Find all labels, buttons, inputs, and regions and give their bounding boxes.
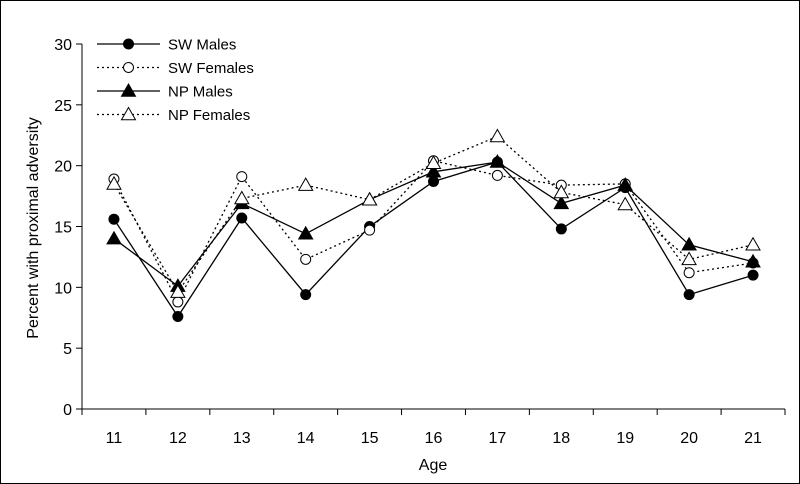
axes: 0 5 10 15 20 25 30 11 12 13 14 15 16 17 18 19 20 21 — [54, 37, 786, 447]
data-point-np-females — [170, 284, 186, 298]
data-point-np-females — [489, 128, 506, 143]
data-point-np-males — [425, 163, 442, 178]
x-axis-title: Age — [419, 457, 448, 474]
data-point-np-females — [361, 191, 378, 206]
data-point-sw-females — [172, 296, 184, 308]
data-point-sw-males — [555, 223, 567, 235]
x-tick-label: 19 — [616, 430, 634, 447]
y-tick-label: 20 — [54, 159, 72, 176]
data-point-sw-males — [108, 213, 120, 225]
data-point-sw-males — [683, 289, 695, 301]
y-tick-label: 15 — [54, 220, 72, 237]
data-point-sw-males — [172, 311, 184, 323]
series-layer — [106, 128, 761, 323]
series-points-np-females — [106, 128, 761, 298]
data-point-sw-males — [428, 175, 439, 187]
data-point-sw-males — [747, 269, 759, 281]
x-tick-label: 21 — [744, 430, 762, 447]
x-tick-label: 14 — [297, 430, 315, 447]
data-point-sw-females — [236, 171, 248, 183]
x-tick-label: 11 — [106, 430, 123, 447]
y-tick-label: 10 — [54, 280, 72, 297]
legend-marker-np-males — [120, 82, 137, 97]
data-point-np-males — [681, 236, 697, 251]
data-point-sw-females — [300, 253, 312, 265]
x-tick-label: 15 — [361, 430, 379, 447]
legend-marker-np-females — [120, 106, 137, 121]
data-point-sw-males — [236, 212, 248, 224]
data-point-np-males — [617, 177, 634, 191]
legend: SW Males SW Females NP Males NP Females — [97, 37, 254, 124]
x-tick-label: 16 — [425, 430, 443, 447]
series-line-np-females — [113, 135, 754, 294]
legend-marker-sw-males — [123, 38, 134, 50]
y-tick-label: 5 — [63, 341, 72, 358]
data-point-np-males — [745, 253, 761, 268]
data-point-np-females — [553, 184, 570, 199]
data-point-np-females — [106, 175, 122, 190]
data-point-np-females — [233, 190, 250, 205]
y-axis-title: Percent with proximal adversity — [25, 117, 42, 338]
legend-marker-sw-females — [123, 62, 134, 73]
data-point-np-females — [297, 177, 314, 191]
data-point-sw-females — [364, 224, 376, 236]
x-tick-label: 13 — [233, 430, 251, 447]
x-tick-label: 12 — [169, 430, 187, 447]
legend-label-np-males: NP Males — [168, 84, 233, 101]
y-tick-label: 25 — [54, 98, 72, 115]
legend-label-sw-males: SW Males — [168, 37, 236, 54]
data-point-np-males — [297, 225, 314, 240]
data-point-sw-males — [300, 289, 312, 301]
data-point-np-males — [489, 153, 506, 168]
x-tick-label: 18 — [552, 430, 570, 447]
data-point-np-males — [553, 195, 570, 210]
legend-label-np-females: NP Females — [168, 107, 250, 124]
x-tick-label: 17 — [489, 430, 507, 447]
data-point-np-females — [681, 251, 697, 266]
y-tick-label: 30 — [54, 37, 72, 54]
legend-label-sw-females: SW Females — [168, 60, 254, 77]
data-point-sw-females — [491, 169, 503, 181]
data-point-np-females — [425, 155, 442, 169]
data-point-np-females — [617, 196, 634, 211]
data-point-sw-females — [683, 267, 695, 279]
data-point-np-females — [745, 236, 761, 251]
x-tick-label: 20 — [680, 430, 698, 447]
y-tick-label: 0 — [63, 402, 72, 419]
data-point-np-males — [106, 230, 122, 245]
